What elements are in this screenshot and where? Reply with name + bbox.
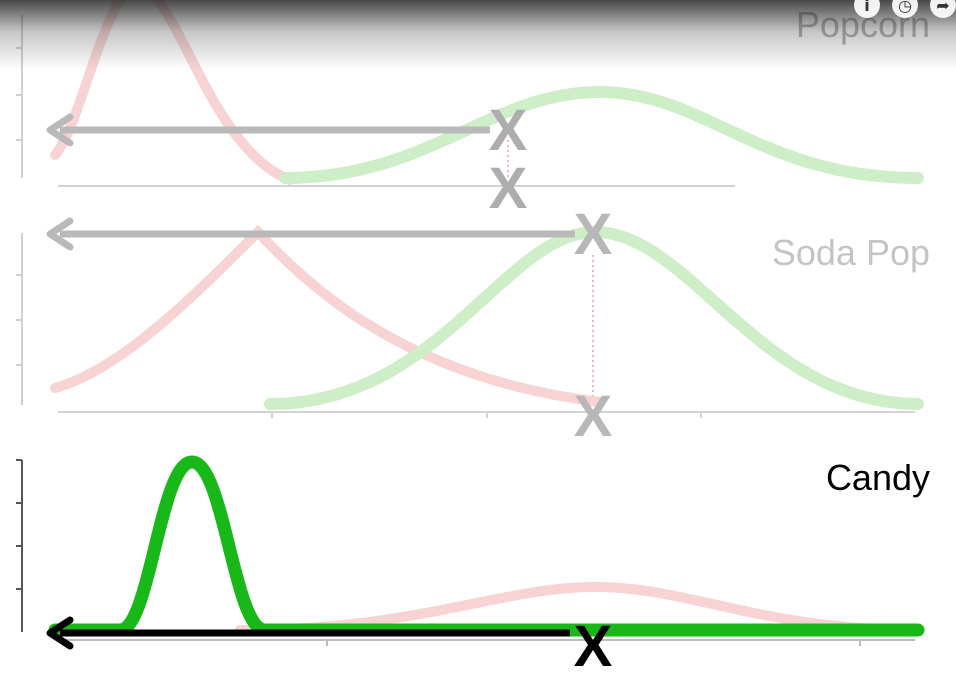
soda-pop-label: Soda Pop (772, 232, 930, 273)
candy-green-curve (48, 455, 925, 637)
candy-label: Candy (826, 457, 930, 498)
candy-red-curve (235, 581, 923, 635)
soda-green-curve (264, 225, 924, 410)
popcorn-x-marker-bottom: X (489, 156, 528, 221)
soda-arrow-head (46, 217, 74, 251)
info-icon[interactable]: i (854, 0, 880, 18)
clock-icon[interactable]: ◷ (892, 0, 918, 18)
soda-x-marker-top: X (574, 202, 613, 267)
candy-x-marker: X (574, 614, 613, 673)
soda-x-marker-bottom: X (574, 384, 613, 449)
soda-red-curve (50, 224, 605, 407)
popcorn-green-curve (279, 85, 924, 184)
popcorn-panel: X X Popcorn (16, 0, 930, 221)
popcorn-red-curve (50, 0, 295, 185)
share-icon[interactable]: ➦ (930, 0, 956, 18)
candy-panel: X Candy (16, 455, 930, 678)
video-player-controls: i ◷ ➦ (854, 0, 956, 20)
popcorn-x-marker-top: X (489, 98, 528, 163)
soda-pop-panel: X X Soda Pop (16, 202, 930, 449)
popcorn-arrow-head (46, 113, 74, 147)
candy-arrow-head (46, 616, 74, 650)
